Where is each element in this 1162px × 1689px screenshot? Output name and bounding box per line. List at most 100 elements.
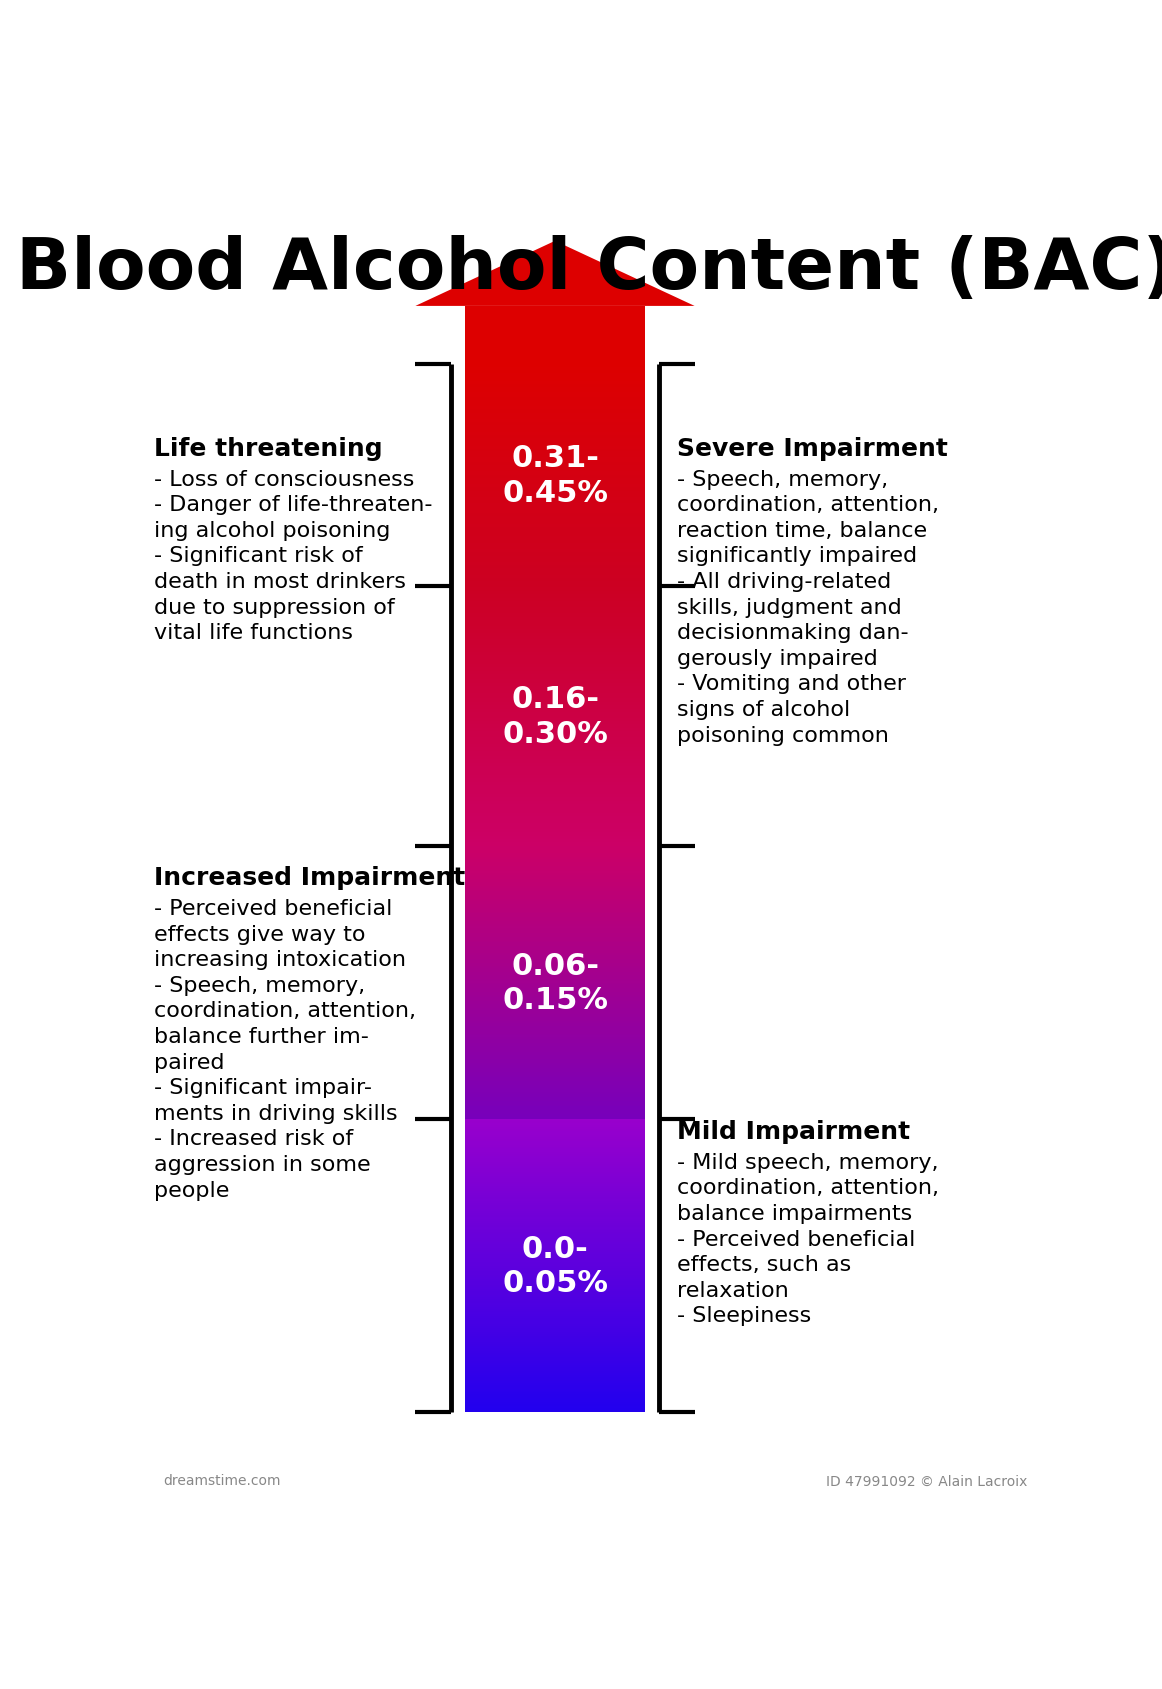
Bar [465,817,645,819]
Bar [465,763,645,765]
Bar [465,755,645,757]
Bar [465,1150,645,1152]
Bar [465,1280,645,1282]
Bar [465,1113,645,1115]
Bar [465,1400,645,1402]
Bar [465,789,645,790]
Bar [465,1054,645,1056]
Bar [465,1159,645,1160]
Bar [465,782,645,784]
Bar [465,772,645,774]
Bar [465,601,645,603]
Bar [465,1221,645,1223]
Bar [465,696,645,698]
Bar [465,1025,645,1027]
Bar [465,1213,645,1214]
Bar [465,888,645,890]
Bar [465,1314,645,1317]
Bar [465,983,645,985]
Bar [465,780,645,782]
Bar [465,1274,645,1275]
Bar [465,1061,645,1062]
Bar [465,664,645,665]
Bar [465,897,645,899]
Bar [465,622,645,623]
Text: 0.06-
0.15%: 0.06- 0.15% [502,951,608,1015]
Text: - Loss of consciousness
- Danger of life-threaten-
ing alcohol poisoning
- Signi: - Loss of consciousness - Danger of life… [155,470,432,644]
Bar [465,1020,645,1022]
Bar [465,954,645,956]
Bar [465,931,645,932]
Bar [465,733,645,735]
Bar [465,839,645,841]
Bar [465,679,645,681]
Bar [465,1299,645,1301]
Bar [465,904,645,905]
Bar [465,1076,645,1078]
Bar [465,922,645,926]
Bar [465,1071,645,1073]
Bar [465,650,645,652]
Text: - Speech, memory,
coordination, attention,
reaction time, balance
significantly : - Speech, memory, coordination, attentio… [676,470,939,745]
Bar [465,728,645,730]
Bar [465,1257,645,1258]
Bar [465,1290,645,1294]
Bar [465,1066,645,1067]
Bar [465,1307,645,1309]
Bar [465,927,645,929]
Bar [465,1164,645,1167]
Bar [465,915,645,917]
Bar [465,858,645,860]
Bar [465,1344,645,1346]
Bar [465,953,645,954]
Bar [465,843,645,844]
Bar [465,1005,645,1007]
Bar [465,1105,645,1106]
Bar [465,1328,645,1331]
Bar [465,823,645,824]
Bar [465,752,645,753]
Bar [465,1226,645,1230]
Bar [465,1211,645,1213]
Bar [465,747,645,748]
Bar [465,976,645,978]
Bar [465,1302,645,1306]
Bar [465,873,645,875]
Bar [465,1348,645,1350]
Bar [465,1052,645,1054]
Bar [465,981,645,983]
Bar [465,1029,645,1030]
Bar [465,1008,645,1010]
Bar [465,736,645,738]
Bar [465,1361,645,1363]
Bar [465,958,645,959]
Bar [465,1187,645,1189]
Bar [465,1015,645,1017]
Bar [465,941,645,942]
Bar [465,1395,645,1397]
Bar [465,1385,645,1387]
Bar [465,1192,645,1194]
Bar [465,704,645,706]
Bar [465,1135,645,1137]
Bar [465,703,645,704]
Bar [465,895,645,897]
Text: Blood Alcohol Content (BAC): Blood Alcohol Content (BAC) [16,235,1162,304]
Bar [465,853,645,856]
Bar [465,841,645,843]
Bar [465,907,645,909]
Bar [465,990,645,991]
Bar [465,1243,645,1245]
Bar [465,1263,645,1265]
Bar [465,1123,645,1125]
Bar [465,1255,645,1257]
Bar [465,997,645,998]
Bar [465,1003,645,1005]
Bar [465,856,645,858]
Bar [465,1069,645,1071]
Bar [465,1199,645,1201]
Bar [465,1101,645,1103]
Bar [465,694,645,696]
Bar [465,647,645,649]
Bar [465,1002,645,1003]
